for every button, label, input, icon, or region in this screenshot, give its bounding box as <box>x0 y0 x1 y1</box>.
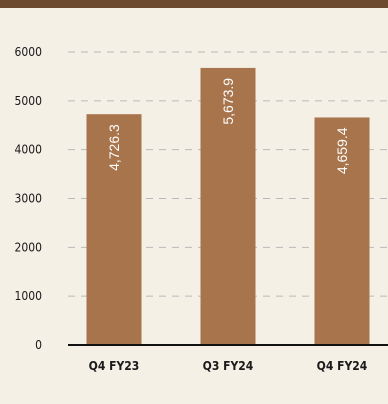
y-tick-label: 2000 <box>15 240 43 254</box>
bar-value-labels: 4,726.3 5,673.9 4,659.4 <box>106 78 350 174</box>
y-tick-label: 5000 <box>15 94 43 108</box>
y-axis-ticks: 0 1000 2000 3000 4000 5000 6000 <box>15 45 43 352</box>
y-tick-label: 0 <box>35 338 42 352</box>
bar <box>86 114 142 345</box>
x-tick-label: Q4 FY24 <box>317 359 368 373</box>
y-tick-label: 4000 <box>15 143 43 157</box>
bar <box>200 67 256 345</box>
y-tick-label: 3000 <box>15 192 43 206</box>
top-accent-bar <box>0 0 388 8</box>
bar-value-label: 5,673.9 <box>220 78 236 125</box>
bar-value-label: 4,659.4 <box>334 127 350 174</box>
x-axis-ticks: Q4 FY23 Q3 FY24 Q4 FY24 <box>89 359 368 373</box>
y-tick-label: 1000 <box>15 289 43 303</box>
y-tick-label: 6000 <box>15 45 43 59</box>
x-tick-label: Q4 FY23 <box>89 359 140 373</box>
bars <box>86 67 370 345</box>
x-tick-label: Q3 FY24 <box>203 359 254 373</box>
bar-value-label: 4,726.3 <box>106 124 122 171</box>
bar <box>314 117 370 345</box>
